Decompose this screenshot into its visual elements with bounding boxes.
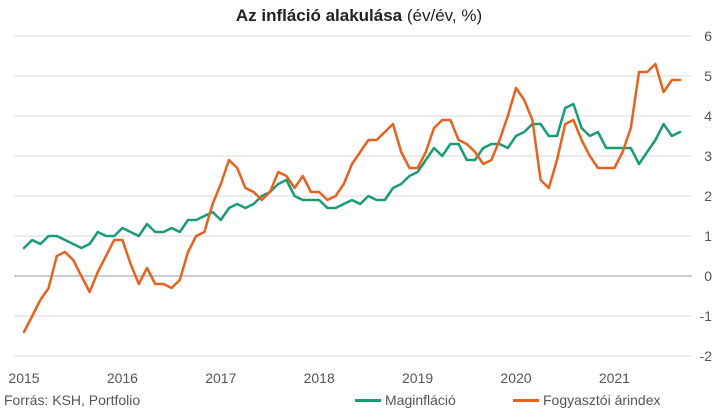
legend-label-cpi: Fogyasztói árindex — [543, 392, 661, 408]
y-tick-label: 1 — [704, 228, 712, 244]
series-lines — [22, 62, 682, 334]
chart-title-unit: (év/év, %) — [406, 6, 483, 25]
y-tick-label: 6 — [704, 28, 712, 44]
grid-lines — [14, 35, 692, 357]
y-tick-label: 0 — [704, 268, 712, 284]
x-tick-label: 2018 — [304, 370, 335, 386]
x-tick-label: 2021 — [599, 370, 630, 386]
y-axis-ticks: 6 5 4 3 2 1 0 -1 -2 — [700, 28, 713, 364]
legend-swatch-core-inflation — [355, 398, 381, 402]
x-axis-ticks: 2015 2016 2017 2018 2019 2020 2021 — [8, 370, 630, 386]
y-tick-label: 5 — [704, 68, 712, 84]
legend-label-core-inflation: Maginfláció — [385, 392, 456, 408]
chart-title-main: Az infláció alakulása — [235, 6, 403, 25]
cpi-line — [22, 62, 682, 334]
core-inflation-line — [22, 102, 682, 250]
y-tick-label: 2 — [704, 188, 712, 204]
y-tick-label: 3 — [704, 148, 712, 164]
y-tick-label: 4 — [704, 108, 712, 124]
source-note: Forrás: KSH, Portfolio — [4, 392, 141, 408]
y-tick-label: -2 — [700, 348, 713, 364]
x-tick-label: 2016 — [107, 370, 138, 386]
x-tick-label: 2017 — [205, 370, 236, 386]
x-tick-label: 2015 — [8, 370, 39, 386]
x-tick-label: 2020 — [500, 370, 531, 386]
legend-item-core-inflation: Maginfláció — [355, 392, 456, 408]
y-tick-label: -1 — [700, 308, 713, 324]
legend-swatch-cpi — [513, 398, 539, 402]
legend-item-cpi: Fogyasztói árindex — [513, 392, 661, 408]
chart-title: Az infláció alakulása (év/év, %) — [0, 6, 718, 26]
x-tick-label: 2019 — [402, 370, 433, 386]
